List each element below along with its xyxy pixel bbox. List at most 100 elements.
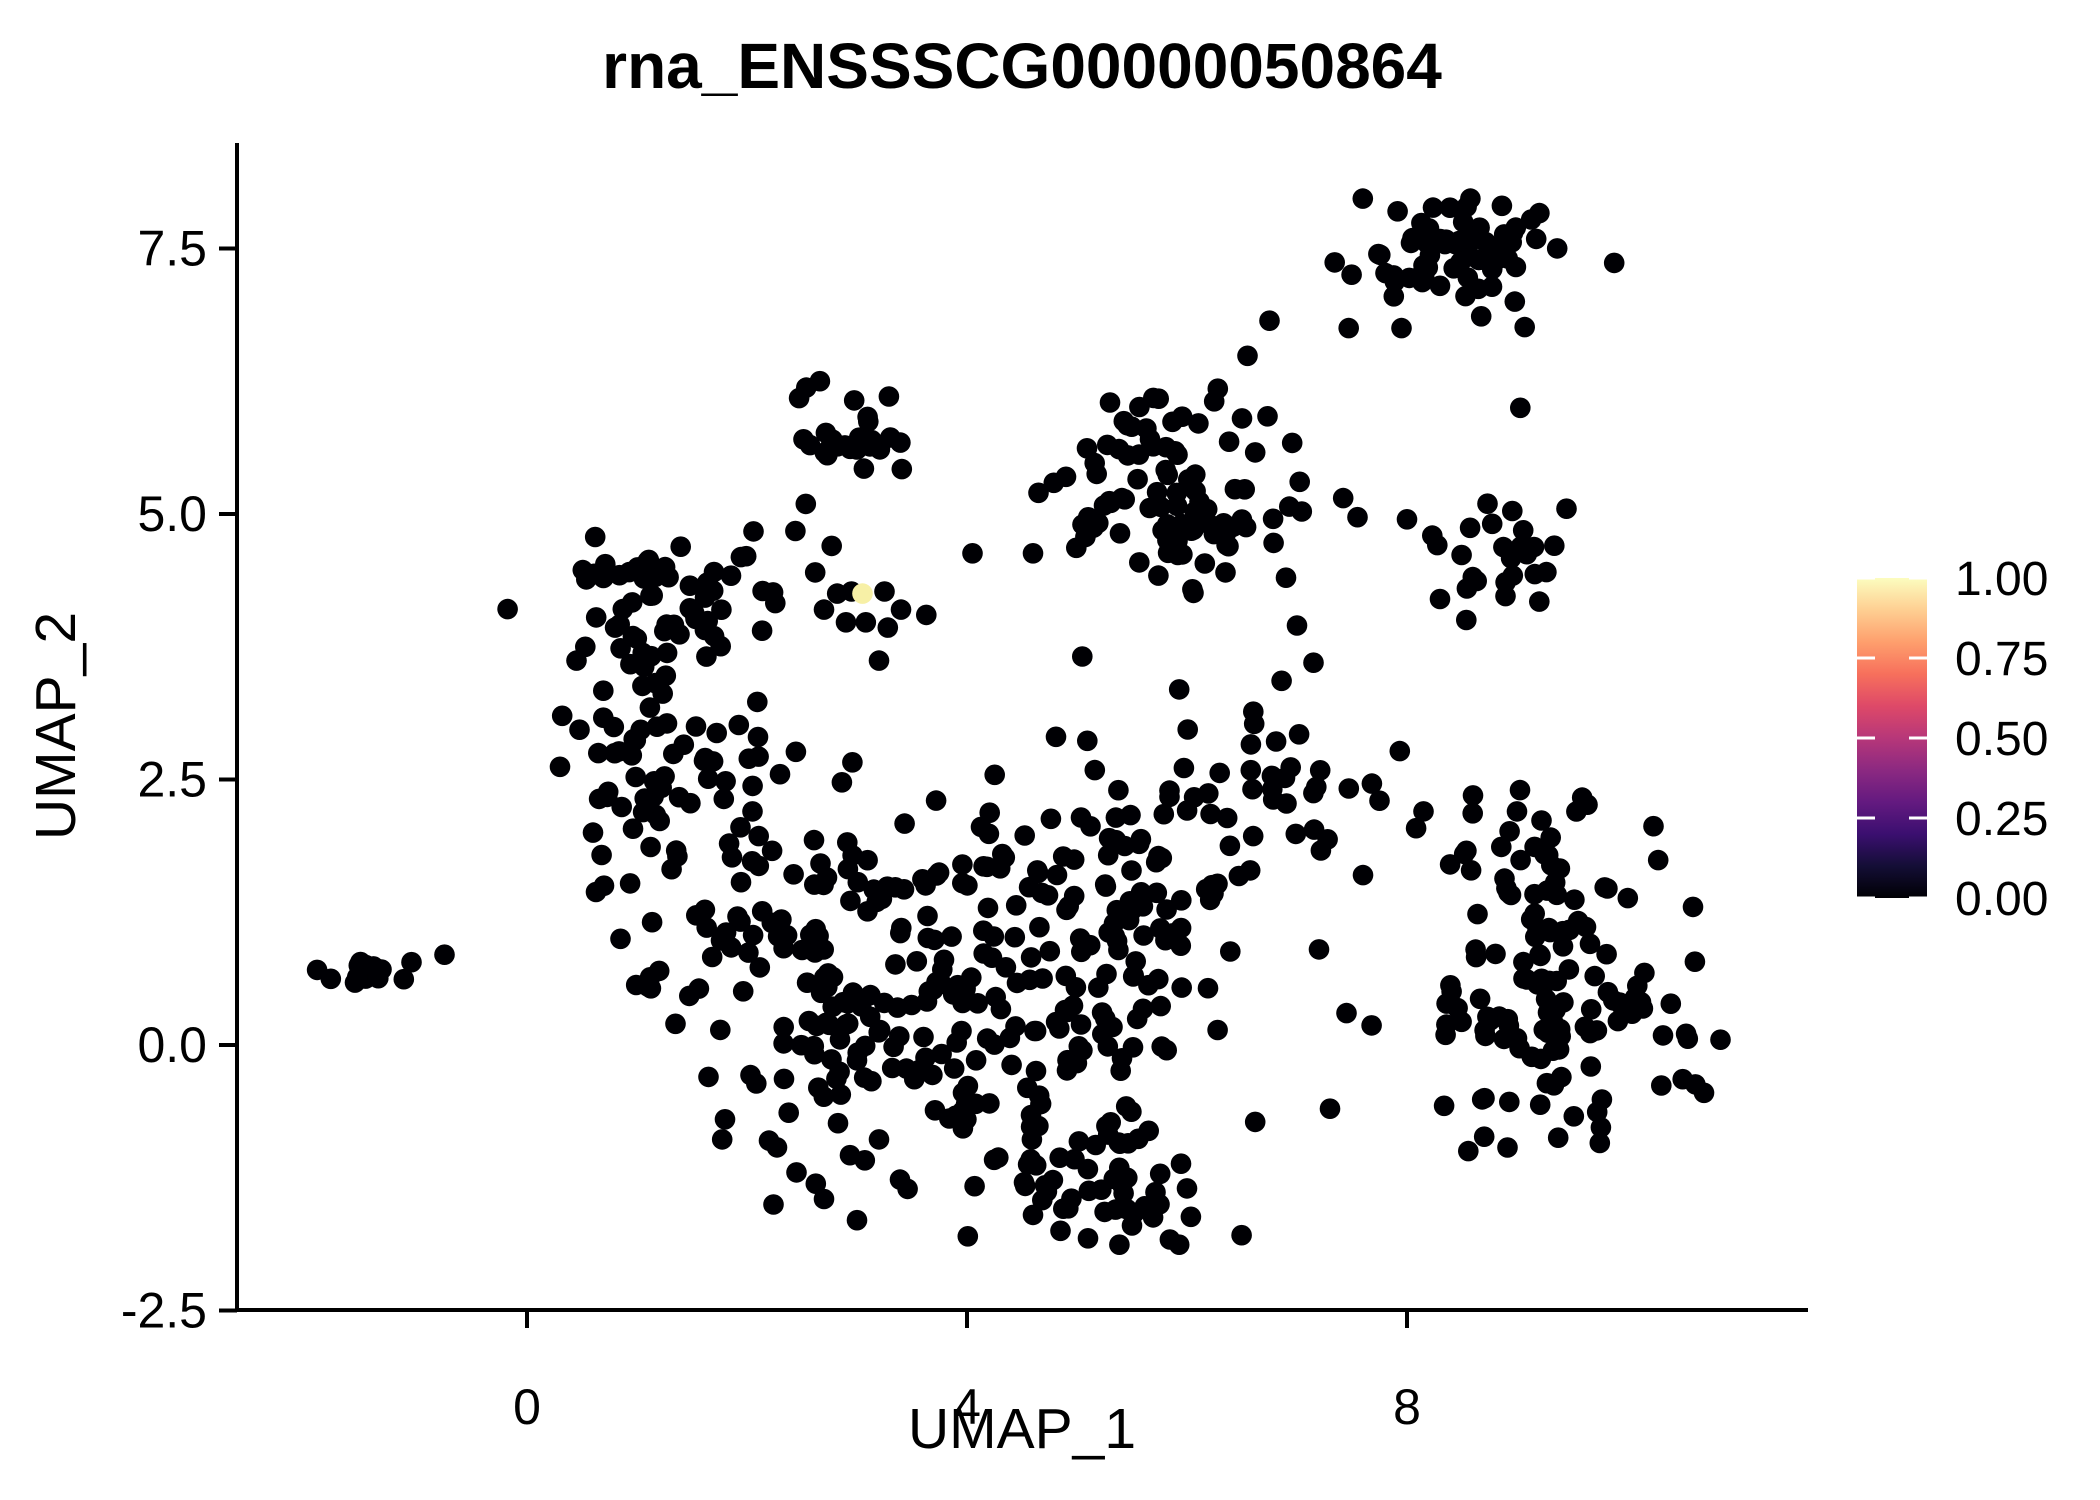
cell-point (393, 968, 415, 990)
cell-point (713, 788, 735, 810)
cell-point (1546, 238, 1568, 259)
cell-point (1303, 652, 1324, 673)
cell-point (1347, 506, 1368, 528)
cell-point (1005, 895, 1027, 916)
cell-point (1045, 726, 1067, 748)
cell-point (1453, 843, 1475, 865)
cell-point (1361, 1015, 1382, 1036)
cell-point (1286, 615, 1308, 636)
cell-point (694, 747, 716, 769)
cell-point (1456, 578, 1478, 599)
cell-point (638, 792, 659, 814)
cell-point (1142, 436, 1164, 457)
cell-point (1121, 1215, 1143, 1236)
colorbar-tick-label: 0.50 (1955, 713, 2048, 766)
cell-point (1509, 779, 1531, 801)
cell-point (1441, 981, 1462, 1002)
cell-point (1244, 1111, 1266, 1133)
cell-point (1138, 1120, 1159, 1142)
cell-point (957, 875, 978, 896)
cell-point (1170, 1153, 1192, 1174)
cell-point (679, 985, 700, 1007)
cell-point (363, 956, 384, 977)
cell-point (1068, 1131, 1090, 1152)
cell-point (711, 599, 732, 620)
cell-point (751, 620, 773, 641)
cell-point (1285, 823, 1307, 845)
cell-point (730, 817, 751, 838)
cell-point (1458, 1140, 1479, 1162)
cell-point (1546, 884, 1568, 906)
cell-point (582, 822, 604, 843)
cell-point (1020, 947, 1042, 968)
cell-point (698, 1066, 719, 1088)
cell-point (1183, 582, 1204, 604)
cell-point (990, 998, 1012, 1020)
cell-point (1308, 939, 1330, 960)
cell-point (701, 946, 723, 968)
cell-point (401, 951, 422, 973)
cell-point (434, 944, 455, 965)
cell-point (955, 978, 976, 1000)
cell-point (1027, 862, 1049, 884)
cell-point (641, 911, 663, 933)
cell-point (1370, 244, 1391, 266)
cell-point (1531, 968, 1552, 990)
cell-point (604, 617, 626, 638)
cell-point (973, 920, 994, 941)
cell-point (1580, 1056, 1602, 1077)
cell-point (1050, 1220, 1071, 1242)
cell-point (1218, 431, 1240, 453)
cell-point (741, 851, 763, 872)
cell-point (808, 1077, 829, 1098)
cell-point (1237, 345, 1258, 367)
cell-point (706, 722, 727, 744)
cell-point (1110, 1060, 1131, 1081)
cell-point (654, 620, 675, 642)
cell-point (1497, 1008, 1519, 1030)
cell-point (1242, 778, 1263, 800)
cell-point (846, 1209, 868, 1231)
cell-point (344, 972, 366, 993)
cell-point (965, 1050, 987, 1071)
cell-point (773, 1016, 794, 1038)
cell-point (925, 790, 947, 811)
cell-point (1418, 218, 1440, 239)
cell-point (1114, 835, 1135, 857)
cell-point (551, 705, 573, 727)
cell-point (1383, 286, 1405, 307)
cell-point (1216, 807, 1238, 829)
cell-point (1510, 849, 1531, 871)
cell-point (813, 874, 834, 896)
cell-point (1501, 232, 1522, 253)
cell-point (1499, 1091, 1520, 1113)
cell-point (593, 875, 615, 896)
y-axis-title: UMAP_2 (24, 612, 88, 840)
cell-point (1244, 442, 1266, 463)
colorbar-tick-label: 1.00 (1955, 553, 2048, 606)
cell-point (1341, 264, 1362, 286)
cell-point (847, 871, 869, 893)
colorbar-tick-label: 0.75 (1955, 633, 2048, 686)
cell-point (732, 981, 754, 1002)
cell-point (951, 1020, 972, 1042)
cell-point (1022, 1204, 1044, 1226)
cell-point (891, 917, 912, 939)
cell-point (1462, 785, 1484, 806)
cell-point (1556, 498, 1577, 519)
cell-point (1231, 509, 1253, 530)
cell-point (964, 1175, 985, 1197)
cell-point (743, 521, 764, 542)
cell-point (612, 598, 634, 620)
cell-point (1422, 197, 1444, 218)
cell-point (1529, 202, 1550, 224)
cell-point (1176, 800, 1198, 821)
cell-point (1171, 977, 1192, 998)
cell-point (917, 927, 939, 949)
cell-point (714, 1109, 736, 1130)
cell-point (1514, 316, 1535, 338)
cell-point (710, 635, 731, 657)
cell-point (1220, 941, 1241, 962)
cell-point (1025, 1060, 1047, 1082)
cell-point (1497, 1137, 1518, 1158)
